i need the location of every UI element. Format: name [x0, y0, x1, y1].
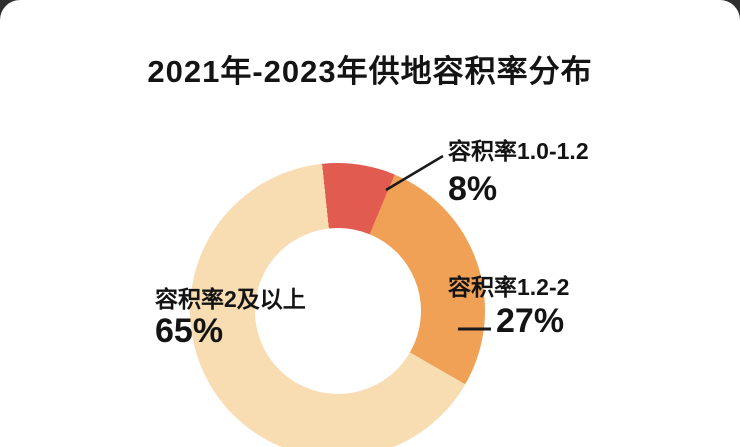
- slice-value-text: 65%: [155, 312, 224, 350]
- slice-label-ratio-1.0-1.2: 容积率1.0-1.2 8%: [448, 132, 589, 209]
- donut-hole: [254, 227, 421, 394]
- slice-value-text: 8%: [448, 170, 498, 208]
- slice-value-ratio-2-plus: 65%: [155, 312, 223, 351]
- chart-title: 2021年-2023年供地容积率分布: [147, 54, 593, 89]
- slice-label-ratio-2-plus: 容积率2及以上: [155, 280, 306, 314]
- slice-label-ratio-1.2-2: 容积率1.2-2: [448, 268, 569, 302]
- donut-ring: [190, 163, 485, 447]
- slice-label-text: 容积率1.2-2: [448, 274, 570, 300]
- slice-value-ratio-1.2-2: 27%: [496, 302, 564, 341]
- slice-label-text: 容积率1.0-1.2: [448, 138, 589, 164]
- slice-label-text: 容积率2及以上: [155, 286, 306, 312]
- slice-value-text: 27%: [496, 302, 565, 340]
